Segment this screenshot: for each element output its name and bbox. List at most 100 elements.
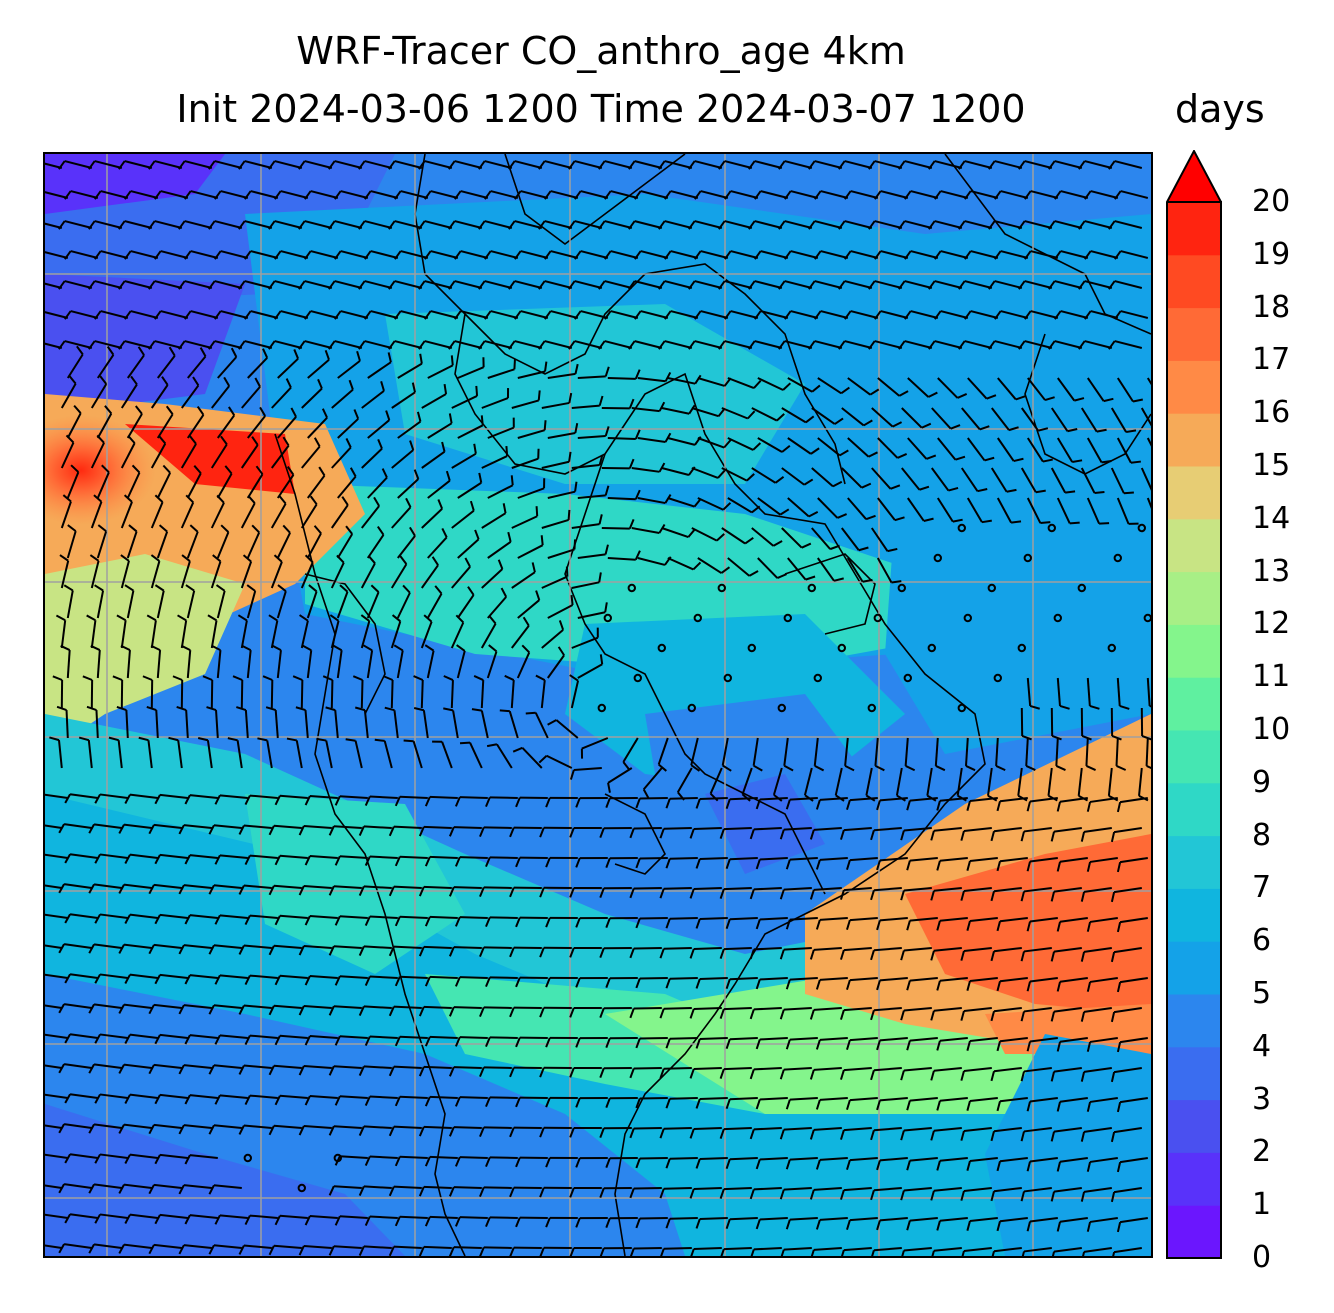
- wind-barb: [306, 525, 322, 559]
- wind-barb: [635, 857, 668, 869]
- wind-barb: [817, 377, 850, 395]
- wind-barb: [748, 220, 783, 230]
- wind-barb: [240, 494, 256, 529]
- wind-barb: [900, 887, 932, 901]
- wind-barb: [877, 377, 909, 397]
- wind-barb: [839, 1067, 872, 1080]
- wind-barb: [1051, 1247, 1082, 1256]
- wind-barb: [904, 310, 939, 320]
- wind-barb: [480, 615, 497, 649]
- wind-barb: [206, 706, 219, 739]
- wind-barb: [871, 407, 903, 428]
- wind-barb: [846, 557, 873, 583]
- wind-barb: [336, 525, 354, 559]
- wind-barb: [298, 1244, 332, 1256]
- wind-barb: [216, 524, 230, 559]
- wind-barb: [367, 468, 388, 499]
- wind-barb: [118, 1183, 152, 1194]
- wind-barb: [599, 1127, 632, 1138]
- wind-barb: [749, 1127, 782, 1140]
- wind-barb: [1056, 857, 1088, 872]
- wind-barb: [1026, 857, 1058, 872]
- colorbar-tick-label: 15: [1252, 448, 1291, 483]
- wind-barb: [118, 1123, 152, 1134]
- wind-barb: [328, 1005, 362, 1016]
- wind-barb: [58, 220, 93, 230]
- wind-barb: [45, 162, 63, 169]
- wind-barb: [148, 943, 182, 955]
- colorbar-bin: [1167, 254, 1221, 309]
- wind-barb: [58, 1123, 92, 1134]
- wind-barb: [366, 526, 385, 559]
- wind-barb: [721, 737, 732, 772]
- wind-barb: [1027, 377, 1055, 402]
- wind-barb: [364, 1095, 398, 1107]
- wind-barb: [607, 369, 641, 380]
- wind-barb: [418, 220, 453, 230]
- wind-barb: [844, 250, 879, 260]
- wind-barb: [244, 250, 279, 260]
- wind-barb: [148, 1123, 182, 1135]
- wind-barb: [184, 914, 218, 925]
- wind-barb: [898, 160, 933, 170]
- wind-barb: [484, 250, 519, 260]
- wind-barb: [721, 467, 755, 482]
- wind-barb: [1116, 1037, 1148, 1053]
- wind-barb: [539, 1006, 572, 1018]
- calm-wind-marker: [243, 1153, 253, 1163]
- wind-barb: [334, 1035, 368, 1046]
- wind-barb: [961, 1247, 992, 1256]
- wind-barb: [426, 585, 443, 619]
- wind-barb: [539, 1126, 572, 1138]
- wind-barb: [265, 706, 279, 739]
- wind-barb: [451, 557, 471, 589]
- wind-barb: [413, 707, 429, 739]
- wind-barb: [847, 497, 876, 521]
- wind-barb: [454, 1216, 488, 1227]
- wind-barb: [785, 857, 818, 870]
- wind-barb: [509, 946, 542, 958]
- wind-barb: [898, 220, 933, 230]
- wind-barb: [238, 340, 273, 350]
- wind-barb: [86, 705, 99, 739]
- colorbar-tick-label: 3: [1252, 1081, 1272, 1117]
- wind-barb: [328, 1185, 362, 1196]
- colorbar-tick-label: 18: [1252, 289, 1291, 325]
- calm-wind-marker: [1047, 523, 1056, 533]
- wind-barb: [421, 441, 446, 469]
- wind-barb: [569, 1187, 602, 1198]
- wind-barb: [667, 374, 702, 385]
- wind-barb: [900, 1007, 932, 1021]
- wind-barb: [604, 190, 639, 200]
- wind-barb: [966, 1157, 998, 1171]
- wind-barb: [785, 1157, 818, 1170]
- wind-barb: [964, 250, 999, 260]
- wind-barb: [244, 310, 279, 320]
- wind-barb: [424, 1035, 458, 1047]
- wind-barb: [629, 1247, 662, 1256]
- wind-barb: [1078, 340, 1113, 350]
- wind-barb: [1110, 707, 1122, 741]
- wind-barb: [334, 310, 369, 320]
- wind-barb: [238, 1004, 272, 1015]
- wind-barb: [964, 737, 976, 772]
- wind-barb: [178, 1064, 212, 1075]
- colorbar-tick-label: 16: [1252, 395, 1291, 431]
- wind-barb: [990, 947, 1022, 962]
- wind-barb: [605, 977, 638, 989]
- wind-barb: [64, 973, 98, 984]
- wind-barb: [571, 395, 604, 409]
- calm-wind-marker: [633, 673, 642, 683]
- wind-barb: [718, 280, 753, 290]
- wind-barb: [1018, 220, 1053, 230]
- wind-barb: [727, 497, 761, 514]
- wind-barb: [451, 385, 479, 409]
- wind-barb: [1048, 160, 1083, 170]
- wind-barb: [990, 467, 1017, 493]
- wind-barb: [1116, 977, 1148, 993]
- wind-barb: [936, 497, 963, 523]
- wind-barb: [509, 826, 542, 838]
- wind-barb: [569, 674, 580, 709]
- wind-barb: [448, 1126, 482, 1137]
- wind-barb: [1078, 280, 1113, 290]
